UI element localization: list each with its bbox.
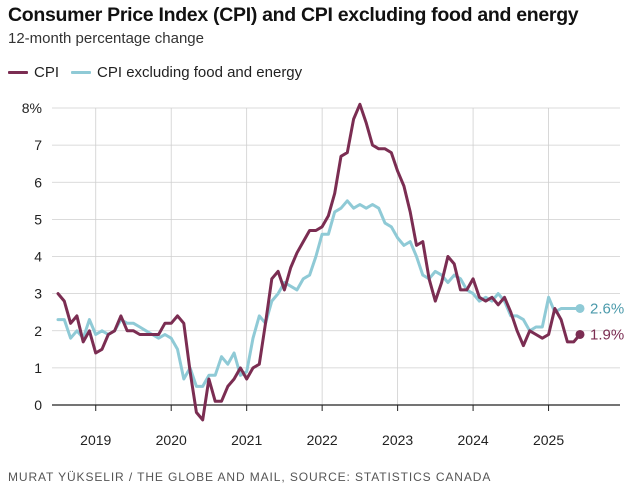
grid-lines [52, 107, 620, 405]
source-credit: MURAT YÜKSELIR / THE GLOBE AND MAIL, SOU… [8, 470, 492, 484]
y-tick-label: 2 [34, 323, 42, 339]
y-tick-label: 1 [34, 360, 42, 376]
y-tick-label: 3 [34, 286, 42, 302]
core-cpi-end-marker [575, 303, 585, 313]
chart-legend: CPI CPI excluding food and energy [8, 64, 314, 81]
y-tick-label: 6 [34, 174, 42, 190]
x-tick-label: 2023 [382, 432, 413, 448]
x-tick-label: 2020 [156, 432, 187, 448]
y-tick-label: 5 [34, 211, 42, 227]
x-axis: 2019 2020 2021 2022 2023 2024 2025 [52, 404, 620, 448]
cpi-end-marker [575, 329, 585, 339]
legend-label-cpi: CPI [34, 64, 60, 81]
legend-swatch-cpi [8, 71, 28, 74]
y-axis-labels: 0 1 2 3 4 5 6 7 8% [22, 100, 42, 413]
x-tick-label: 2024 [458, 432, 489, 448]
chart-title: Consumer Price Index (CPI) and CPI exclu… [8, 4, 579, 26]
y-tick-label: 8% [22, 100, 42, 116]
legend-label-core-cpi: CPI excluding food and energy [97, 64, 303, 81]
y-tick-label: 0 [34, 397, 42, 413]
x-tick-label: 2022 [307, 432, 338, 448]
series-lines [56, 102, 582, 422]
x-tick-label: 2025 [533, 432, 564, 448]
legend-item-cpi: CPI [8, 64, 59, 81]
x-tick-label: 2021 [231, 432, 262, 448]
y-tick-label: 7 [34, 137, 42, 153]
end-markers: 1.9% 2.6% [575, 300, 624, 343]
core-cpi-end-label: 2.6% [590, 300, 624, 317]
x-tick-label: 2019 [80, 432, 111, 448]
cpi-end-label: 1.9% [590, 326, 624, 343]
y-tick-label: 4 [34, 249, 42, 265]
cpi-line [56, 102, 582, 422]
legend-item-core-cpi: CPI excluding food and energy [71, 64, 302, 81]
legend-swatch-core-cpi [71, 71, 92, 74]
chart-subtitle: 12-month percentage change [8, 30, 204, 47]
